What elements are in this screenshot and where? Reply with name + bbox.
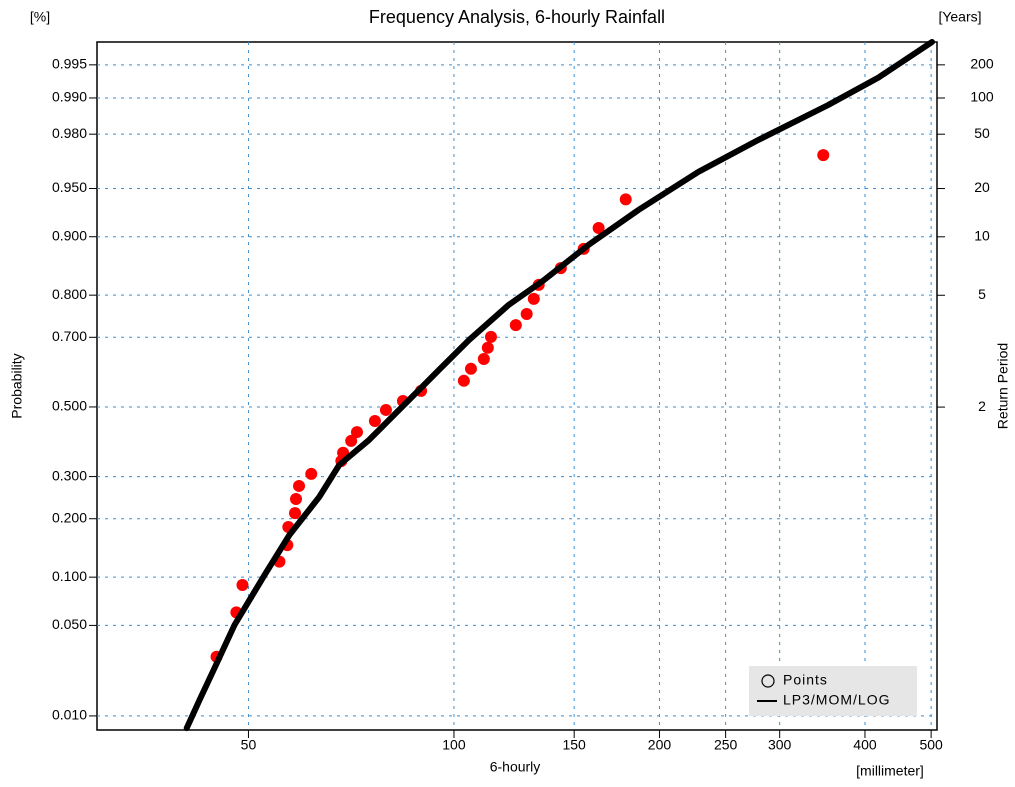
y-tick-label: 0.050 [52,616,87,632]
x-tick-label: 150 [562,737,586,753]
point [817,149,830,162]
y2-tick-label: 10 [974,228,990,244]
x-tick-label: 500 [919,737,943,753]
y-unit: [%] [30,9,50,25]
y2-axis-label: Return Period [995,343,1011,429]
y-tick-label: 0.995 [52,56,87,72]
legend-label: LP3/MOM/LOG [783,692,890,708]
x-unit: [millimeter] [856,763,924,779]
y-tick-label: 0.100 [52,568,87,584]
x-tick-label: 200 [648,737,672,753]
point [457,374,470,387]
point [509,319,522,332]
y-tick-label: 0.700 [52,328,87,344]
point [520,307,533,320]
y-tick-label: 0.900 [52,227,87,243]
point [345,434,358,447]
y-tick-label: 0.010 [52,707,87,723]
fit-line [183,39,935,732]
x-axis-label: 6-hourly [490,759,541,775]
point [464,362,477,375]
y-axis-label: Probability [9,353,25,418]
point [484,330,497,343]
x-tick-label: 400 [853,737,877,753]
legend-box [749,666,917,716]
point [368,414,381,427]
y-tick-label: 0.800 [52,286,87,302]
y-tick-label: 0.300 [52,467,87,483]
point [592,222,605,235]
point [289,507,302,520]
y-tick-label: 0.990 [52,89,87,105]
y2-tick-label: 5 [978,286,986,302]
legend-marker [761,674,775,688]
y2-tick-label: 2 [978,398,986,414]
point [293,479,306,492]
y2-tick-label: 100 [970,89,994,105]
point [236,579,249,592]
point [481,341,494,354]
y2-tick-label: 20 [974,179,990,195]
y2-unit: [Years] [938,9,981,25]
y-tick-label: 0.200 [52,509,87,525]
x-tick-label: 300 [768,737,792,753]
point [477,352,490,365]
y2-tick-label: 50 [974,125,990,141]
x-tick-label: 250 [714,737,738,753]
y-tick-label: 0.980 [52,125,87,141]
chart-title: Frequency Analysis, 6-hourly Rainfall [369,7,665,27]
legend-label: Points [783,672,828,688]
x-tick-label: 50 [241,737,257,753]
point [379,403,392,416]
point [527,292,540,305]
y2-tick-label: 200 [970,56,994,72]
point [305,467,318,480]
point [350,426,363,439]
plot-frame [96,41,938,731]
y-tick-label: 0.950 [52,179,87,195]
point [290,493,303,506]
y-tick-label: 0.500 [52,398,87,414]
x-tick-label: 100 [442,737,466,753]
point [619,193,632,206]
